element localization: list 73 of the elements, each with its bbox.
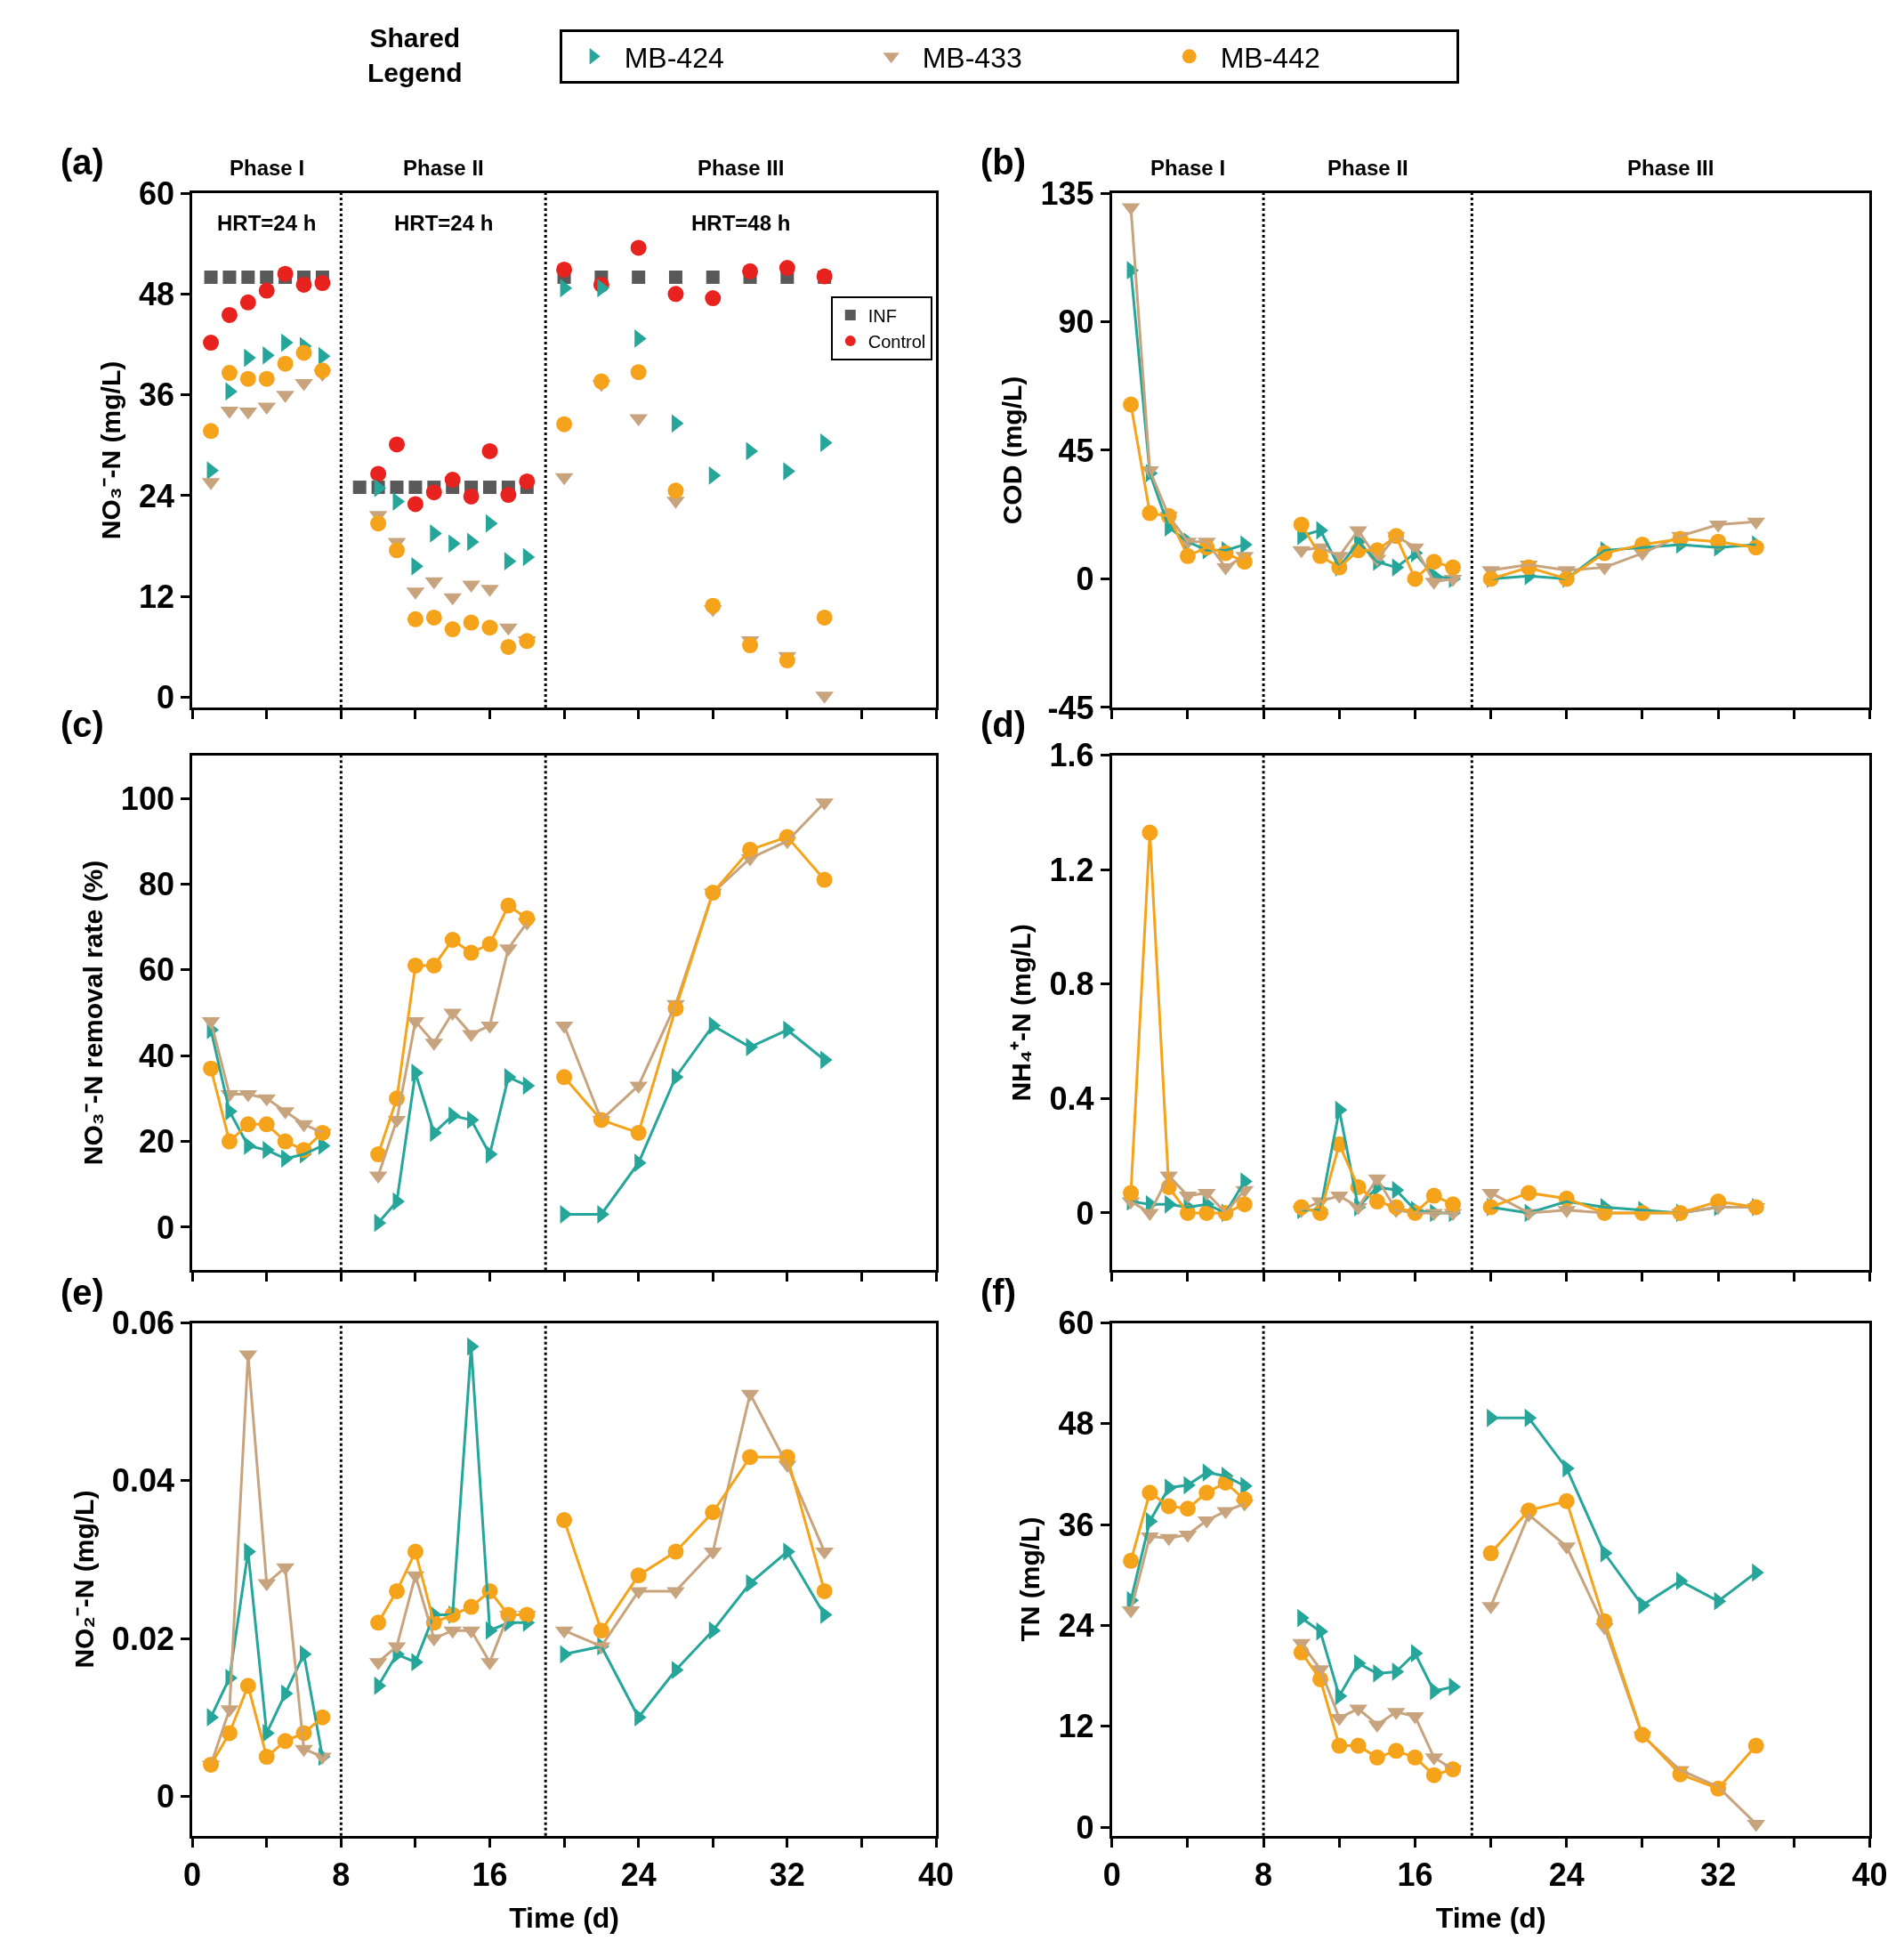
- legend-label: MB-433: [922, 41, 1022, 74]
- y-tick-label: 20: [138, 1123, 174, 1160]
- annotation: HRT=48 h: [691, 211, 791, 235]
- y-tick-label: 0.02: [111, 1620, 174, 1657]
- y-axis-title: NO₂⁻-N (mg/L): [69, 1490, 99, 1669]
- y-axis-title: NH₄⁺-N (mg/L): [1006, 924, 1037, 1102]
- y-tick-label: 12: [138, 578, 174, 615]
- legend-label: MB-424: [624, 41, 724, 74]
- y-tick-label: 0: [1076, 1808, 1094, 1846]
- x-tick-label: 8: [332, 1856, 351, 1893]
- x-tick-label: 40: [1852, 1856, 1888, 1893]
- y-tick-label: 0.06: [111, 1305, 174, 1342]
- y-tick-label: 60: [138, 951, 174, 989]
- y-tick-label: 24: [138, 477, 174, 514]
- legend-label: Control: [867, 331, 926, 352]
- y-tick-label: 90: [1058, 303, 1094, 341]
- y-tick-label: 0.8: [1049, 966, 1094, 1003]
- x-axis-title: Time (d): [509, 1901, 620, 1934]
- y-tick-label: 0: [156, 1777, 174, 1815]
- x-tick-label: 0: [1102, 1856, 1121, 1893]
- legend-title: Shared Legend: [367, 23, 463, 87]
- text: Phase III: [1627, 156, 1714, 180]
- y-tick-label: 0: [1076, 561, 1094, 598]
- text: Phase I: [230, 156, 305, 180]
- x-tick-label: 24: [620, 1856, 657, 1893]
- x-tick-label: 0: [183, 1856, 202, 1893]
- x-tick-label: 32: [769, 1856, 805, 1893]
- y-tick-label: 24: [1058, 1607, 1094, 1645]
- y-tick-label: 0: [156, 1209, 174, 1246]
- y-tick-label: 60: [1058, 1305, 1094, 1342]
- chart-title: (f): [980, 1273, 1016, 1312]
- y-tick-label: 0: [1076, 1194, 1094, 1232]
- x-tick-label: 16: [472, 1856, 508, 1893]
- y-tick-label: 0: [156, 679, 174, 716]
- legend-label: INF: [867, 305, 897, 326]
- y-tick-label: 1.2: [1049, 851, 1094, 888]
- text: Phase II: [1327, 156, 1408, 180]
- text: Phase III: [698, 156, 785, 180]
- x-tick-label: 40: [918, 1856, 955, 1893]
- x-tick-label: 8: [1255, 1856, 1273, 1893]
- y-tick-label: 36: [138, 376, 174, 414]
- x-tick-label: 32: [1700, 1856, 1737, 1893]
- y-tick-label: 12: [1058, 1708, 1094, 1745]
- y-tick-label: 1.6: [1049, 737, 1094, 774]
- annotation: HRT=24 h: [217, 211, 317, 235]
- y-axis-title: NO₃⁻-N (mg/L): [95, 360, 125, 540]
- y-axis-title: COD (mg/L): [997, 376, 1028, 525]
- chart-title: (b): [980, 142, 1027, 182]
- chart-title: (d): [980, 705, 1027, 744]
- annotation: HRT=24 h: [394, 211, 494, 235]
- x-tick-label: 24: [1548, 1856, 1585, 1893]
- x-tick-label: 16: [1397, 1856, 1433, 1893]
- y-tick-label: 45: [1058, 432, 1094, 469]
- y-axis-title: TN (mg/L): [1015, 1516, 1045, 1642]
- legend-label: MB-442: [1220, 41, 1320, 74]
- chart-title: (c): [61, 705, 104, 744]
- text: Phase II: [403, 156, 484, 180]
- y-tick-label: 60: [138, 174, 174, 212]
- chart-title: (a): [61, 142, 104, 182]
- y-tick-label: 0.4: [1049, 1080, 1094, 1117]
- y-tick-label: 135: [1040, 174, 1094, 212]
- y-tick-label: 40: [138, 1037, 174, 1074]
- text: Phase I: [1150, 156, 1226, 180]
- y-tick-label: 0.04: [111, 1462, 174, 1500]
- y-tick-label: -45: [1047, 689, 1094, 726]
- y-axis-title: NO₃⁻-N removal rate (%): [77, 860, 108, 1166]
- x-axis-title: Time (d): [1435, 1901, 1546, 1934]
- y-tick-label: 48: [1058, 1405, 1094, 1443]
- y-tick-label: 100: [120, 780, 174, 817]
- y-tick-label: 36: [1058, 1506, 1094, 1543]
- y-tick-label: 48: [138, 275, 174, 312]
- chart-title: (e): [61, 1273, 104, 1312]
- y-tick-label: 80: [138, 865, 174, 902]
